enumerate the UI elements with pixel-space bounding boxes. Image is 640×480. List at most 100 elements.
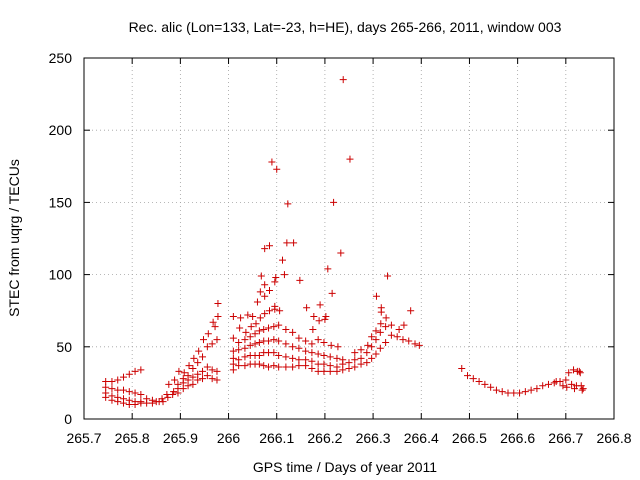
- data-point: [405, 337, 413, 345]
- data-point: [270, 323, 278, 331]
- data-point: [302, 356, 310, 364]
- data-point: [289, 363, 297, 371]
- data-point: [289, 343, 297, 351]
- data-point: [562, 376, 570, 384]
- x-tick-label: 266.1: [259, 430, 294, 446]
- data-point: [464, 372, 472, 380]
- data-point: [308, 349, 316, 357]
- data-point: [487, 383, 495, 391]
- data-point: [372, 350, 380, 358]
- x-axis-ticks: 265.7 265.8 265.9 266 266.1 266.2 266.3 266.4 26…: [66, 58, 632, 446]
- data-point: [253, 298, 261, 306]
- data-point: [108, 377, 116, 385]
- data-point: [326, 362, 334, 370]
- data-point: [328, 289, 336, 297]
- data-point: [316, 301, 324, 309]
- data-point: [137, 366, 145, 374]
- data-point: [241, 362, 249, 370]
- data-point: [339, 356, 347, 364]
- data-point: [351, 356, 359, 364]
- data-point: [282, 340, 290, 348]
- data-point: [270, 336, 278, 344]
- data-point: [481, 380, 489, 388]
- data-point: [169, 390, 177, 398]
- data-point: [351, 363, 359, 371]
- data-point: [244, 311, 252, 319]
- data-point: [203, 372, 211, 380]
- data-point: [208, 340, 216, 348]
- data-point: [324, 265, 332, 273]
- data-point: [469, 375, 477, 383]
- data-point: [376, 328, 384, 336]
- data-point: [235, 338, 243, 346]
- data-point: [279, 256, 287, 264]
- x-tick-label: 266.7: [548, 430, 583, 446]
- data-point: [565, 369, 573, 377]
- data-point: [400, 321, 408, 329]
- data-point: [241, 344, 249, 352]
- data-point: [170, 388, 178, 396]
- data-point: [296, 276, 304, 284]
- data-point: [246, 341, 254, 349]
- data-point: [320, 367, 328, 375]
- data-point: [256, 314, 264, 322]
- data-point: [125, 370, 133, 378]
- data-point: [282, 363, 290, 371]
- data-point: [382, 323, 390, 331]
- data-point: [579, 385, 587, 393]
- data-point: [137, 390, 145, 398]
- data-point: [333, 354, 341, 362]
- data-point: [326, 353, 334, 361]
- data-point: [382, 338, 390, 346]
- data-point: [302, 337, 310, 345]
- data-point: [377, 320, 385, 328]
- data-point: [148, 399, 156, 407]
- data-point: [255, 360, 263, 368]
- data-point: [252, 320, 260, 328]
- data-point: [275, 337, 283, 345]
- data-point: [327, 341, 335, 349]
- data-point: [399, 336, 407, 344]
- data-point: [321, 315, 329, 323]
- data-point: [108, 396, 116, 404]
- data-point: [159, 398, 167, 406]
- data-point: [302, 347, 310, 355]
- data-point: [393, 333, 401, 341]
- data-point: [255, 327, 263, 335]
- data-point: [261, 245, 269, 253]
- data-point: [229, 347, 237, 355]
- data-point: [283, 239, 291, 247]
- data-point: [576, 369, 584, 377]
- data-point: [282, 353, 290, 361]
- data-point: [333, 363, 341, 371]
- y-tick-label: 250: [49, 50, 73, 66]
- data-point: [559, 382, 567, 390]
- chart-title: Rec. alic (Lon=133, Lat=-23, h=HE), days…: [129, 19, 562, 35]
- data-point: [320, 351, 328, 359]
- data-point: [575, 367, 583, 375]
- data-point: [521, 388, 529, 396]
- data-point: [229, 354, 237, 362]
- data-point: [458, 364, 466, 372]
- data-point: [308, 357, 316, 365]
- data-point: [208, 366, 216, 374]
- data-point: [249, 312, 257, 320]
- data-point: [568, 380, 576, 388]
- data-point: [189, 373, 197, 381]
- data-point: [475, 377, 483, 385]
- data-point: [280, 271, 288, 279]
- data-point: [211, 323, 219, 331]
- data-point: [276, 307, 284, 315]
- data-point: [266, 286, 273, 294]
- data-point: [544, 380, 552, 388]
- x-tick-label: 265.9: [163, 430, 198, 446]
- data-point: [315, 317, 323, 325]
- data-point: [214, 299, 222, 307]
- data-point: [179, 375, 187, 383]
- data-point: [539, 382, 547, 390]
- data-point: [295, 334, 303, 342]
- data-point: [242, 328, 250, 336]
- data-point: [376, 344, 384, 352]
- data-point: [270, 349, 278, 357]
- data-point: [368, 333, 376, 341]
